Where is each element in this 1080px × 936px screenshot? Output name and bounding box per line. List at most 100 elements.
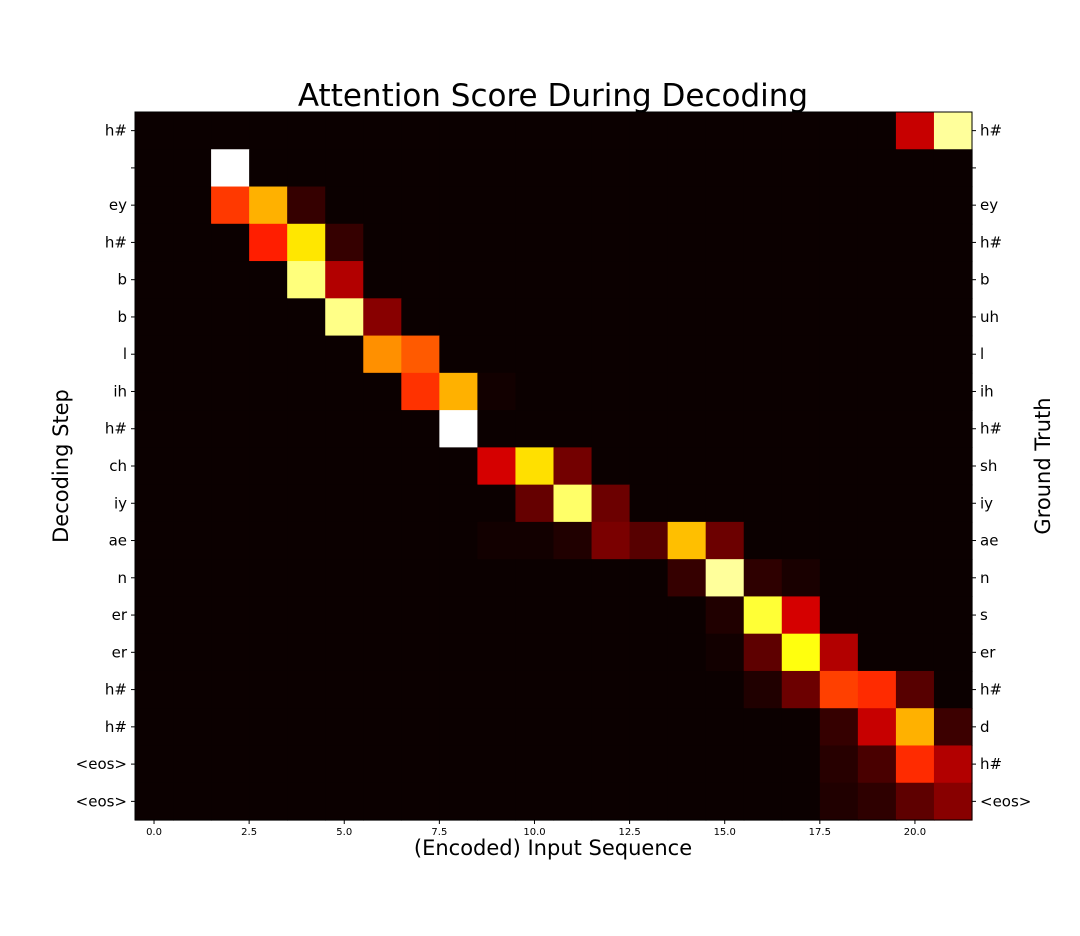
heatmap-cell	[135, 223, 174, 262]
ground-truth-labels: h# ey h# b uh l ih h# sh iy ae n s er h# d h# <eos>	[972, 122, 1031, 810]
heatmap-cell	[667, 484, 707, 523]
heatmap-cell	[705, 596, 745, 635]
heatmap-cell	[401, 112, 440, 150]
heatmap-cell	[819, 298, 859, 337]
decoding-step-label: <eos>	[76, 755, 127, 773]
heatmap-cell	[933, 447, 973, 486]
heatmap-cell	[705, 223, 745, 262]
heatmap-cell	[667, 633, 707, 672]
heatmap-cell	[401, 261, 440, 299]
heatmap-cell	[933, 223, 973, 262]
heatmap-cell	[211, 484, 250, 523]
heatmap-cell	[667, 708, 707, 747]
heatmap-cell	[819, 149, 859, 188]
heatmap-cell	[705, 633, 745, 672]
ground-truth-label: <eos>	[980, 792, 1031, 810]
heatmap-cell	[439, 112, 479, 150]
heatmap-cell	[591, 298, 631, 337]
heatmap-cell	[667, 521, 707, 560]
heatmap-cell	[515, 782, 555, 821]
heatmap-cell	[857, 521, 897, 560]
heatmap-cell	[743, 745, 783, 784]
ground-truth-label: ey	[980, 196, 998, 214]
heatmap-cell	[933, 521, 973, 560]
heatmap-cell	[743, 484, 783, 523]
heatmap-cell	[439, 298, 479, 337]
heatmap-cell	[933, 112, 973, 150]
heatmap-cell	[173, 670, 212, 709]
heatmap-cell	[211, 782, 250, 821]
heatmap-cell	[287, 410, 326, 448]
heatmap-cell	[249, 521, 288, 560]
heatmap-cell	[287, 745, 326, 784]
heatmap-cell	[439, 261, 479, 299]
heatmap-cell	[857, 559, 897, 598]
heatmap-cell	[135, 633, 174, 672]
heatmap-cell	[629, 447, 669, 486]
decoding-step-label: h#	[105, 718, 127, 736]
heatmap-cell	[439, 410, 479, 448]
heatmap-cell	[781, 633, 821, 672]
heatmap-cell	[819, 372, 859, 411]
heatmap-cell	[325, 112, 364, 150]
heatmap-cell	[781, 559, 821, 598]
heatmap-cell	[477, 670, 517, 709]
heatmap-cell	[325, 372, 364, 411]
heatmap-cell	[781, 521, 821, 560]
heatmap-cell	[705, 447, 745, 486]
heatmap-cell	[629, 410, 669, 448]
heatmap-cell	[667, 112, 707, 150]
heatmap-cell	[211, 708, 250, 747]
heatmap-cell	[325, 447, 364, 486]
x-tick-label: 12.5	[618, 827, 640, 838]
x-tick-label: 0.0	[146, 827, 162, 838]
x-tick-label: 17.5	[809, 827, 831, 838]
heatmap-cell	[553, 447, 593, 486]
heatmap-cell	[933, 484, 973, 523]
heatmap-cell	[743, 112, 783, 150]
heatmap-cell	[477, 149, 517, 188]
heatmap-cell	[249, 782, 288, 821]
decoding-step-label: b	[117, 271, 127, 289]
heatmap-cell	[363, 559, 402, 598]
ground-truth-label: iy	[980, 494, 993, 512]
heatmap-cell	[895, 223, 935, 262]
heatmap-cell	[933, 633, 973, 672]
heatmap-cell	[553, 559, 593, 598]
heatmap-cell	[363, 447, 402, 486]
x-tick-label: 15.0	[714, 827, 736, 838]
heatmap-cell	[363, 149, 402, 188]
heatmap-cell	[173, 484, 212, 523]
heatmap-cell	[591, 447, 631, 486]
heatmap-cell	[439, 596, 479, 635]
heatmap-cell	[667, 670, 707, 709]
heatmap-cell	[211, 670, 250, 709]
heatmap-cell	[933, 708, 973, 747]
heatmap-cell	[553, 112, 593, 150]
heatmap-cell	[401, 596, 440, 635]
heatmap-cell	[439, 335, 479, 374]
heatmap-cell	[363, 596, 402, 635]
heatmap-cell	[743, 261, 783, 299]
x-tick-label: 20.0	[904, 827, 926, 838]
heatmap-cell	[629, 112, 669, 150]
heatmap-cell	[173, 708, 212, 747]
heatmap-cell	[401, 782, 440, 821]
heatmap-cell	[553, 633, 593, 672]
ground-truth-label: h#	[980, 420, 1002, 438]
heatmap-cell	[781, 745, 821, 784]
decoding-step-label: l	[123, 345, 127, 363]
heatmap-cell	[553, 149, 593, 188]
heatmap-cell	[895, 447, 935, 486]
heatmap-cell	[363, 298, 402, 337]
heatmap-cell	[667, 223, 707, 262]
heatmap-cell	[363, 670, 402, 709]
heatmap-cell	[781, 186, 821, 225]
ground-truth-label: h#	[980, 681, 1002, 699]
heatmap-cell	[705, 782, 745, 821]
heatmap-cell	[857, 261, 897, 299]
heatmap-cell	[401, 335, 440, 374]
heatmap-cell	[439, 670, 479, 709]
heatmap-cell	[591, 335, 631, 374]
heatmap-cell	[667, 149, 707, 188]
